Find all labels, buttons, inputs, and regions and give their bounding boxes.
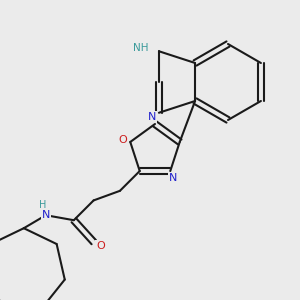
- Text: H: H: [39, 200, 46, 210]
- Text: N: N: [148, 112, 156, 122]
- Text: O: O: [118, 135, 127, 145]
- Text: NH: NH: [134, 43, 149, 53]
- Text: O: O: [96, 241, 105, 251]
- Text: N: N: [42, 210, 50, 220]
- Text: N: N: [169, 173, 178, 183]
